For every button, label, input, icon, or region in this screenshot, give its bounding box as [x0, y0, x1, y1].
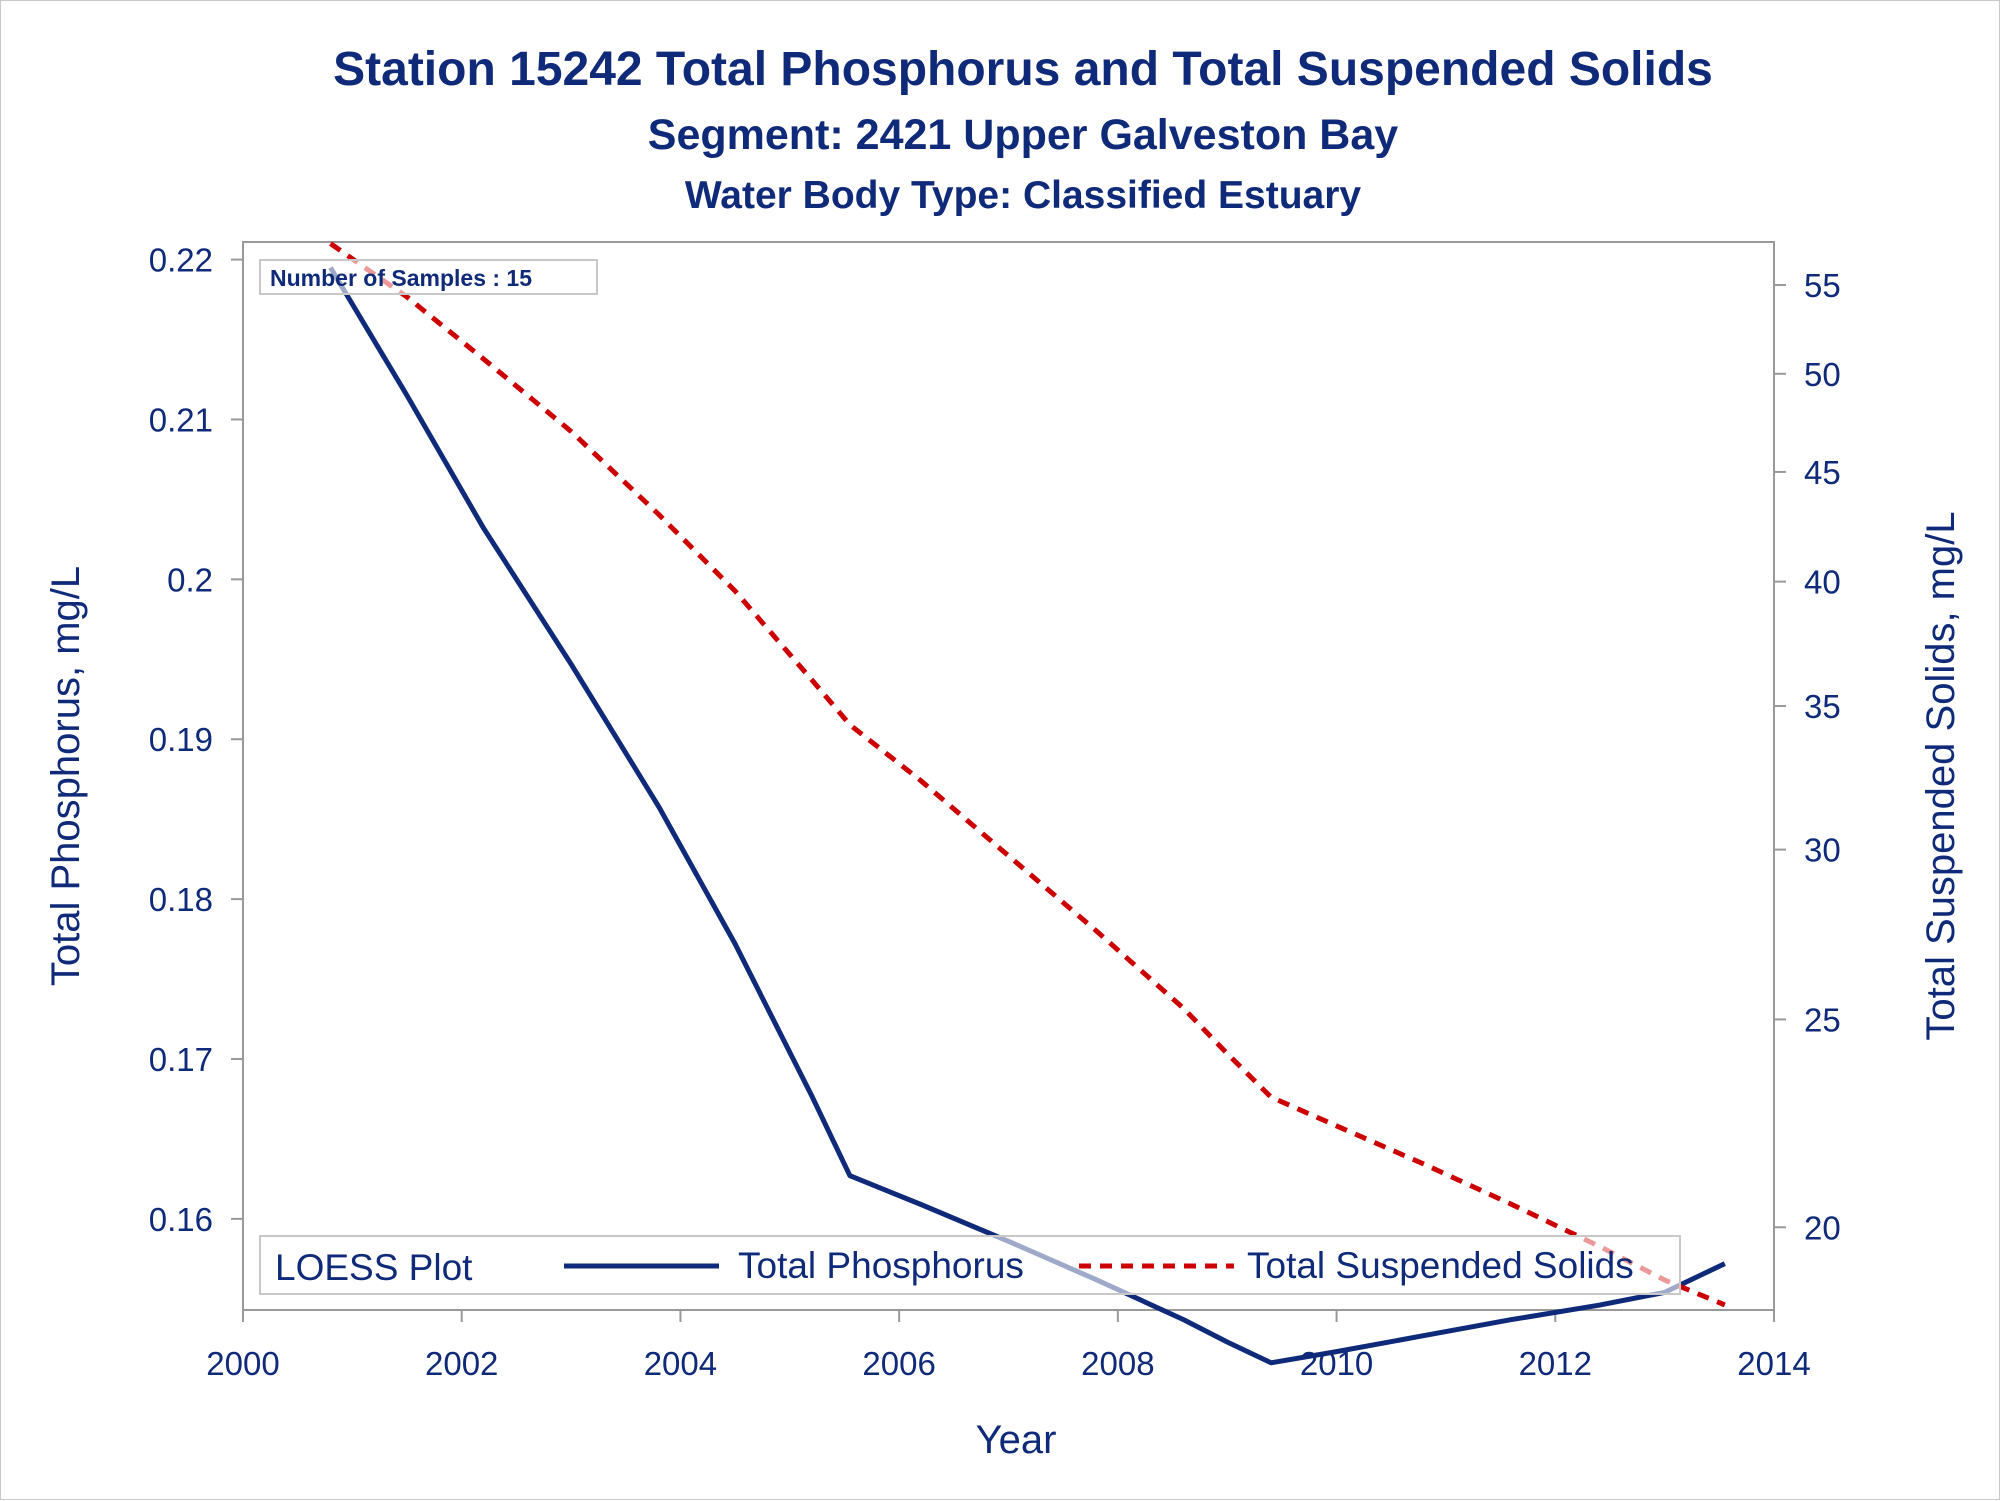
series-line-total-suspended-solids: [329, 241, 1726, 1308]
x-axis-label: Year: [976, 1418, 1057, 1462]
y-tick-label: 0.18: [149, 881, 213, 918]
x-tick-label: 2000: [206, 1345, 279, 1382]
series-layer: [328, 241, 1726, 1366]
series-line-total-phosphorus: [328, 266, 1726, 1366]
y-axis-left: 0.16 0.17 0.18 0.19 0.2 0.21 0.22: [149, 242, 243, 1238]
y-tick-label: 0.17: [149, 1041, 213, 1078]
y2-axis-label: Total Suspended Solids, mg/L: [1919, 511, 1963, 1040]
legend-box: [259, 1235, 1681, 1295]
y-tick-label: 0.21: [149, 401, 213, 438]
chart-subtitle-2: Water Body Type: Classified Estuary: [685, 174, 1361, 217]
sample-count-box: [259, 259, 598, 295]
x-tick-label: 2008: [1081, 1345, 1154, 1382]
y2-tick-label: 45: [1804, 454, 1841, 491]
y2-tick-label: 25: [1804, 1001, 1841, 1038]
chart-title: Station 15242 Total Phosphorus and Total…: [333, 43, 1713, 96]
plot-area: [242, 241, 1775, 1311]
x-tick-label: 2012: [1519, 1345, 1592, 1382]
y-tick-label: 0.19: [149, 721, 213, 758]
y2-tick-label: 40: [1804, 564, 1841, 601]
sample-count-text: Number of Samples : 15: [270, 265, 532, 291]
y-tick-label: 0.16: [149, 1201, 213, 1238]
y2-tick-label: 20: [1804, 1209, 1841, 1246]
y-axis-label: Total Phosphorus, mg/L: [44, 566, 88, 986]
x-tick-label: 2002: [425, 1345, 498, 1382]
y-tick-label: 0.2: [167, 561, 213, 598]
y2-tick-label: 50: [1804, 356, 1841, 393]
x-tick-label: 2004: [644, 1345, 717, 1382]
y-axis-right: 20 25 30 35 40 45 50 55: [1774, 267, 1841, 1246]
chart-subtitle: Segment: 2421 Upper Galveston Bay: [648, 111, 1398, 159]
legend-title: LOESS Plot: [275, 1247, 473, 1288]
x-axis: 2000 2002 2004 2006 2008 2010 2012 2014: [206, 1310, 1811, 1382]
y2-tick-label: 55: [1804, 267, 1841, 304]
y2-tick-label: 30: [1804, 832, 1841, 869]
y-tick-label: 0.22: [149, 242, 213, 279]
legend-label-tss: Total Suspended Solids: [1247, 1245, 1634, 1286]
x-tick-label: 2006: [862, 1345, 935, 1382]
x-tick-label: 2014: [1737, 1345, 1810, 1382]
y2-tick-label: 35: [1804, 688, 1841, 725]
legend-label-phosphorus: Total Phosphorus: [738, 1245, 1024, 1286]
